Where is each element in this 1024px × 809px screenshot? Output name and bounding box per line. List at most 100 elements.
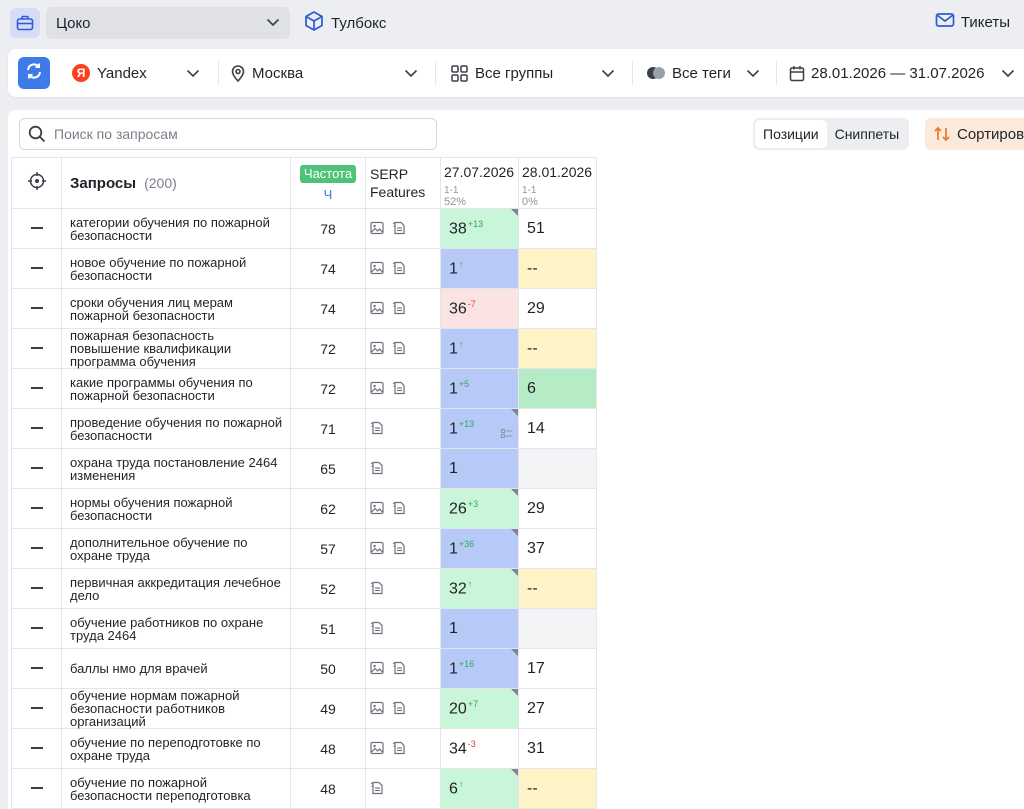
row-pin-cell[interactable] [11,368,62,409]
position-cell[interactable]: 6↑ [440,768,519,809]
row-pin-cell[interactable] [11,288,62,329]
toolbox-link[interactable]: Тулбокс [303,10,386,36]
table-row[interactable]: обучение нормам пожарной безопасности ра… [11,688,597,729]
position-cell[interactable]: 38+13 [440,208,519,249]
position-cell[interactable]: 26+3 [440,488,519,529]
engine-select[interactable]: Я Yandex [72,61,222,85]
position-cell[interactable]: 34-3 [440,728,519,769]
position-cell[interactable]: 29 [518,288,597,329]
table-row[interactable]: охрана труда постановление 2464 изменени… [11,448,597,489]
row-pin-cell[interactable] [11,328,62,369]
table-row[interactable]: баллы нмо для врачей 50 1+16 17 [11,648,597,689]
row-pin-cell[interactable] [11,208,62,249]
row-pin-cell[interactable] [11,248,62,289]
date-range-select[interactable]: 28.01.2026 — 31.07.2026 [789,61,1024,85]
date-column-header[interactable]: 28.01.2026 1-1 0% [518,157,597,209]
table-row[interactable]: дополнительное обучение по охране труда 5… [11,528,597,569]
position-cell[interactable]: 31 [518,728,597,769]
project-select[interactable]: Цоко [46,7,290,39]
position-cell[interactable] [518,448,597,489]
row-pin-cell[interactable] [11,488,62,529]
query-cell[interactable]: обучение нормам пожарной безопасности ра… [61,688,291,729]
table-row[interactable]: проведение обучения по пожарной безопасн… [11,408,597,449]
position-cell[interactable]: 51 [518,208,597,249]
position-cell[interactable]: 20+7 [440,688,519,729]
query-cell[interactable]: охрана труда постановление 2464 изменени… [61,448,291,489]
row-pin-cell[interactable] [11,648,62,689]
position-cell[interactable]: 1+5 [440,368,519,409]
row-pin-cell[interactable] [11,608,62,649]
query-cell[interactable]: первичная аккредитация лечебное дело [61,568,291,609]
crosshair-header[interactable] [11,157,62,209]
chevron-down-icon [999,64,1017,86]
date-column-header[interactable]: 27.07.2026 1-1 52% [440,157,519,209]
table-row[interactable]: обучение работников по охране труда 2464… [11,608,597,649]
tab-snippets[interactable]: Сниппеты [834,126,900,142]
position-cell[interactable]: 14 [518,408,597,449]
search-box[interactable] [19,118,437,150]
query-cell[interactable]: какие программы обучения по пожарной без… [61,368,291,409]
tab-positions[interactable]: Позиции [755,120,827,148]
table-row[interactable]: категории обучения по пожарной безопасно… [11,208,597,249]
search-input[interactable] [54,126,414,142]
position-cell[interactable]: 37 [518,528,597,569]
position-cell[interactable]: -- [518,568,597,609]
table-row[interactable]: нормы обучения пожарной безопасности 62 26… [11,488,597,529]
position-cell[interactable]: 1+36 [440,528,519,569]
table-row[interactable]: пожарная безопасность повышение квалифик… [11,328,597,369]
row-pin-cell[interactable] [11,448,62,489]
position-cell[interactable] [518,608,597,649]
query-cell[interactable]: обучение работников по охране труда 2464 [61,608,291,649]
row-pin-cell[interactable] [11,408,62,449]
tickets-link[interactable]: Тикеты [935,12,1010,32]
query-cell[interactable]: дополнительное обучение по охране труда [61,528,291,569]
query-cell[interactable]: новое обучение по пожарной безопасности [61,248,291,289]
position-cell[interactable]: 1+13 [440,408,519,449]
query-cell[interactable]: обучение по пожарной безопасности перепо… [61,768,291,809]
position-cell[interactable]: -- [518,328,597,369]
position-cell[interactable]: 32↑ [440,568,519,609]
query-cell[interactable]: пожарная безопасность повышение квалифик… [61,328,291,369]
position-cell[interactable]: 29 [518,488,597,529]
table-row[interactable]: обучение по пожарной безопасности перепо… [11,768,597,809]
position-cell[interactable]: 1 [440,448,519,489]
row-pin-cell[interactable] [11,728,62,769]
position-cell[interactable]: 17 [518,648,597,689]
row-pin-cell[interactable] [11,568,62,609]
query-cell[interactable]: обучение по переподготовке по охране тру… [61,728,291,769]
position-cell[interactable]: -- [518,768,597,809]
frequency-cell: 50 [290,648,366,689]
position-cell[interactable]: 1↑ [440,248,519,289]
sort-button[interactable]: Сортиров [925,118,1024,150]
groups-select[interactable]: Все группы [451,61,631,85]
query-cell[interactable]: проведение обучения по пожарной безопасн… [61,408,291,449]
position-cell[interactable]: 1 [440,608,519,649]
frequency-cell: 74 [290,248,366,289]
query-cell[interactable]: баллы нмо для врачей [61,648,291,689]
row-pin-cell[interactable] [11,768,62,809]
refresh-button[interactable] [18,57,50,89]
position-cell[interactable]: 6 [518,368,597,409]
frequency-type[interactable]: Ч [323,186,333,202]
table-row[interactable]: обучение по переподготовке по охране тру… [11,728,597,769]
queries-header[interactable]: Запросы (200) [61,157,291,209]
query-cell[interactable]: нормы обучения пожарной безопасности [61,488,291,529]
briefcase-icon[interactable] [10,8,40,38]
table-row[interactable]: первичная аккредитация лечебное дело 52 32… [11,568,597,609]
query-cell[interactable]: сроки обучения лиц мерам пожарной безопа… [61,288,291,329]
table-row[interactable]: какие программы обучения по пожарной без… [11,368,597,409]
position-value: 1 [449,420,458,438]
position-cell[interactable]: 1+16 [440,648,519,689]
position-cell[interactable]: 36-7 [440,288,519,329]
region-select[interactable]: Москва [230,61,430,85]
position-cell[interactable]: 1↑ [440,328,519,369]
row-pin-cell[interactable] [11,528,62,569]
query-cell[interactable]: категории обучения по пожарной безопасно… [61,208,291,249]
table-row[interactable]: сроки обучения лиц мерам пожарной безопа… [11,288,597,329]
position-cell[interactable]: -- [518,248,597,289]
position-cell[interactable]: 27 [518,688,597,729]
table-row[interactable]: новое обучение по пожарной безопасности 7… [11,248,597,289]
tags-select[interactable]: Все теги [646,61,776,85]
row-pin-cell[interactable] [11,688,62,729]
frequency-header[interactable]: Частота Ч [290,157,366,209]
